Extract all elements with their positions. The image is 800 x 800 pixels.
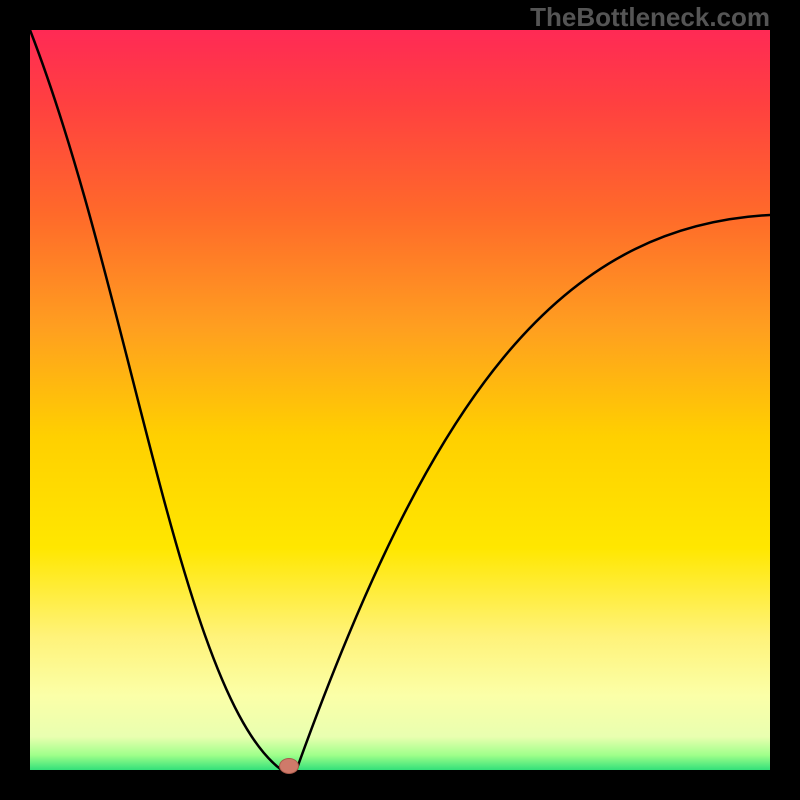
bottleneck-marker	[279, 758, 299, 774]
chart-container: TheBottleneck.com	[0, 0, 800, 800]
plot-area	[30, 30, 770, 770]
watermark-text: TheBottleneck.com	[530, 2, 770, 33]
